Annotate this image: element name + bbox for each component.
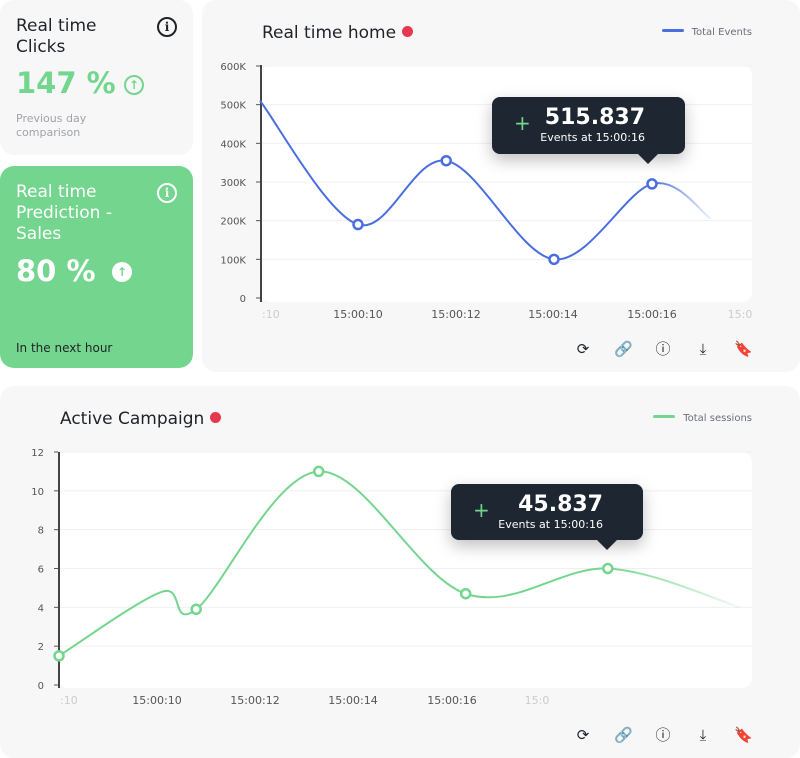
bookmark-icon[interactable]: 🔖 — [734, 340, 753, 358]
chart-actions: ⟳ 🔗 ⓘ ⤓ 🔖 — [574, 340, 753, 358]
data-point[interactable] — [190, 603, 202, 616]
y-tick-label: 200K — [220, 217, 246, 228]
kpi-caption: Previous day comparison — [16, 112, 87, 139]
x-tick-label: 15:0 — [728, 308, 753, 321]
y-tick-label: 10 — [31, 487, 44, 498]
legend[interactable]: Total Events — [661, 27, 752, 38]
tooltip-value: 45.837 — [518, 492, 603, 517]
link-icon[interactable]: 🔗 — [614, 340, 633, 358]
legend-label: Total Events — [691, 27, 752, 38]
y-tick-label: 400K — [220, 139, 246, 150]
y-tick-label: 4 — [38, 603, 44, 614]
y-tick-label: 500K — [220, 101, 246, 112]
data-point[interactable] — [440, 154, 452, 167]
kpi-caption: In the next hour — [16, 341, 113, 355]
y-tick-label: 8 — [38, 526, 44, 537]
x-tick-label: 15:0 — [525, 694, 550, 707]
arrow-up-circle-icon: ↑ — [124, 75, 144, 95]
plus-icon: + — [473, 498, 490, 522]
y-tick-label: 12 — [31, 448, 44, 459]
chart-title-text: Real time home — [262, 23, 397, 43]
kpi-value: 147 % — [16, 66, 116, 100]
data-point[interactable] — [646, 178, 658, 190]
data-point[interactable] — [602, 562, 614, 575]
kpi-title: Real time Clicks — [16, 16, 97, 57]
kpi-title: Real time Prediction - Sales — [16, 182, 112, 244]
x-tick-label: 15:00:10 — [132, 694, 181, 707]
y-tick-label: 6 — [38, 565, 44, 576]
plot-area — [58, 452, 752, 688]
chart-title-text: Active Campaign — [60, 409, 205, 429]
live-indicator — [402, 26, 414, 37]
bookmark-icon[interactable]: 🔖 — [734, 726, 753, 744]
tooltip: + 45.837 Events at 15:00:16 — [451, 484, 643, 550]
kpi-card-prediction: Real time Prediction - Sales i 80 % ↑ In… — [0, 166, 193, 368]
download-icon[interactable]: ⤓ — [699, 726, 707, 744]
x-tick-label: :10 — [60, 694, 78, 707]
y-tick-label: 2 — [38, 642, 44, 653]
legend-swatch — [661, 29, 684, 32]
live-indicator — [210, 412, 222, 423]
refresh-icon[interactable]: ⟳ — [576, 726, 590, 744]
data-point[interactable] — [53, 650, 65, 662]
link-icon[interactable]: 🔗 — [614, 726, 633, 744]
y-tick-label: 600K — [220, 62, 246, 73]
info-icon[interactable]: ⓘ — [655, 726, 671, 744]
y-tick-label: 0 — [240, 294, 246, 305]
tooltip-label: Events at 15:00:16 — [498, 518, 603, 531]
y-tick-label: 100K — [220, 255, 246, 266]
x-tick-label: 15:00:14 — [328, 694, 377, 707]
tooltip-label: Events at 15:00:16 — [540, 131, 645, 144]
data-point[interactable] — [459, 587, 472, 600]
plus-icon: + — [514, 111, 531, 135]
x-tick-label: 15:00:14 — [528, 308, 577, 321]
arrow-up-circle-icon: ↑ — [112, 262, 132, 282]
data-point[interactable] — [312, 465, 325, 478]
x-tick-label: :10 — [262, 308, 280, 321]
info-icon[interactable]: i — [157, 183, 177, 203]
chart-actions: ⟳ 🔗 ⓘ ⤓ 🔖 — [574, 726, 753, 744]
chart-title: Active Campaign — [60, 409, 222, 429]
y-tick-label: 300K — [220, 178, 246, 189]
x-tick-label: 15:00:16 — [627, 308, 676, 321]
legend[interactable]: Total sessions — [653, 413, 752, 424]
kpi-card-clicks: Real time Clicks i 147 % ↑ Previous day … — [0, 0, 193, 155]
refresh-icon[interactable]: ⟳ — [576, 340, 590, 358]
tooltip: + 515.837 Events at 15:00:16 — [492, 97, 685, 164]
info-icon[interactable]: ⓘ — [655, 340, 671, 358]
legend-swatch — [653, 415, 676, 418]
x-tick-label: 15:00:16 — [427, 694, 476, 707]
kpi-value: 80 % — [16, 254, 96, 288]
y-tick-label: 0 — [38, 681, 44, 692]
info-icon[interactable]: i — [157, 17, 177, 37]
x-tick-label: 15:00:12 — [230, 694, 279, 707]
download-icon[interactable]: ⤓ — [699, 340, 707, 358]
chart-title: Real time home — [262, 23, 414, 43]
legend-label: Total sessions — [683, 413, 752, 424]
x-tick-label: 15:00:12 — [431, 308, 480, 321]
x-tick-label: 15:00:10 — [333, 308, 382, 321]
data-point[interactable] — [548, 253, 560, 266]
tooltip-value: 515.837 — [544, 105, 645, 130]
data-point[interactable] — [352, 218, 364, 231]
